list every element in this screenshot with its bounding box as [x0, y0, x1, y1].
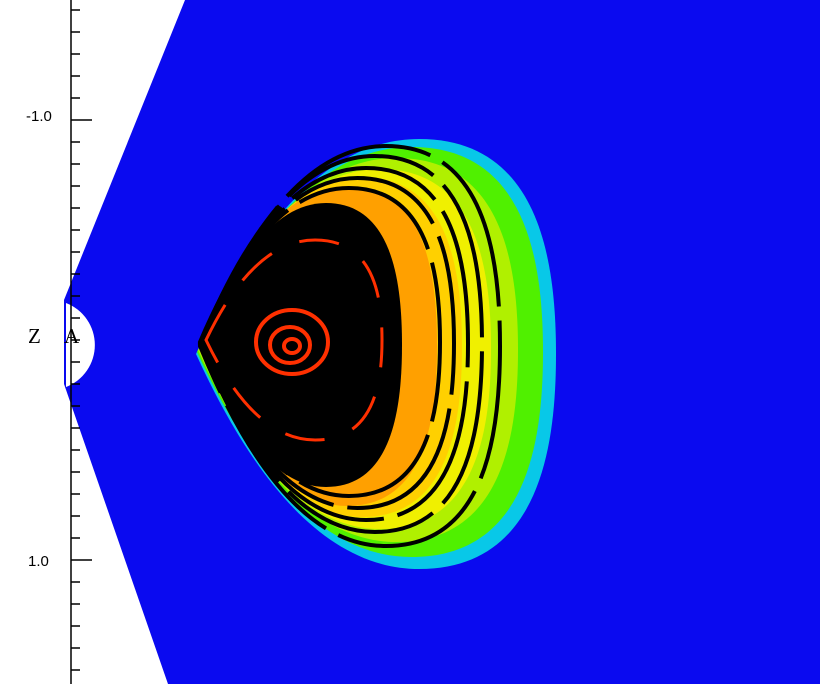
flux-surface-2	[197, 153, 485, 535]
red-island-ring-1	[268, 325, 312, 365]
flux-surface-1	[197, 143, 503, 549]
axis-letter-a: A	[64, 324, 80, 348]
red-island-center	[282, 337, 302, 355]
flux-surface-5	[197, 185, 443, 499]
core-black	[202, 203, 402, 487]
axis-letter-z: Z	[28, 324, 41, 348]
flux-surface-4	[197, 175, 457, 511]
vertical-axis: -1.0 1.0 Z A	[26, 0, 92, 684]
color-rings	[196, 139, 556, 569]
tick-label-minus-one: -1.0	[26, 108, 52, 125]
white-center-cutout	[66, 303, 95, 387]
flux-surface-3	[197, 165, 471, 523]
red-island-chain-outer	[204, 238, 384, 442]
axis-ticks	[71, 9, 92, 671]
red-island-ring-2	[254, 308, 330, 376]
red-island-chains	[204, 238, 384, 442]
tick-label-one: 1.0	[28, 553, 49, 570]
flux-surfaces	[197, 143, 503, 549]
